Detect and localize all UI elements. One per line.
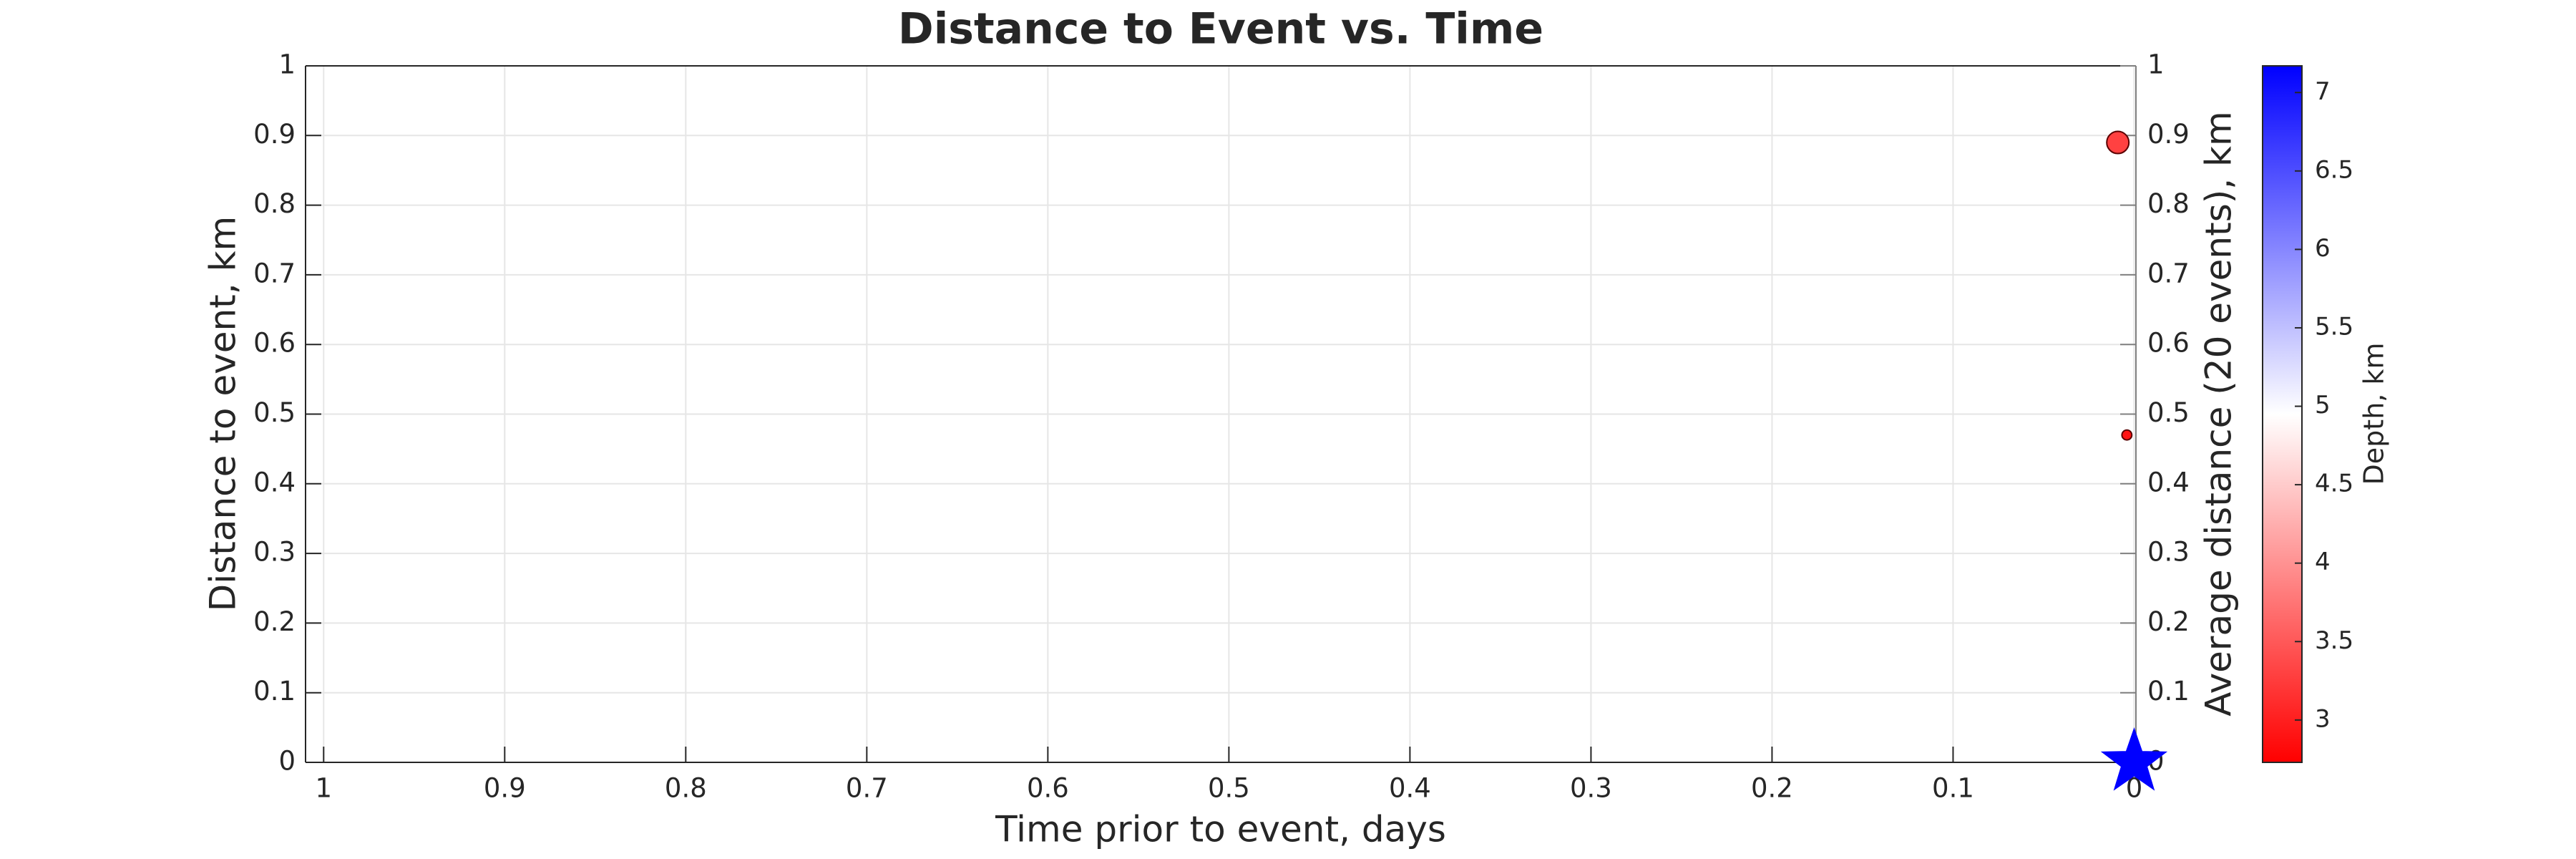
y-tick-label: 0.2 — [253, 606, 296, 637]
colorbar-label: Depth, km — [2358, 343, 2390, 485]
colorbar-tick-label: 6 — [2315, 234, 2331, 263]
star-marker — [2100, 727, 2168, 791]
x-tick-label: 1 — [316, 773, 333, 804]
x-tick-label: 0 — [2126, 773, 2143, 804]
x-tick-label: 0.3 — [1570, 773, 1612, 804]
colorbar-tick-label: 4 — [2315, 548, 2331, 576]
y2-tick-label: 0.2 — [2147, 606, 2190, 637]
colorbar-tick-label: 6.5 — [2315, 155, 2353, 184]
x-tick-label: 0.5 — [1208, 773, 1250, 804]
colorbar — [2262, 65, 2303, 763]
scatter-point — [2106, 130, 2130, 155]
colorbar-tick-label: 5 — [2315, 391, 2331, 419]
x-tick-label: 0.6 — [1027, 773, 1069, 804]
x-tick-label: 0.4 — [1389, 773, 1431, 804]
colorbar-tick-label: 4.5 — [2315, 470, 2353, 498]
colorbar-tick-label: 3 — [2315, 704, 2331, 733]
y2-tick-label: 0.8 — [2147, 188, 2190, 219]
chart-title: Distance to Event vs. Time — [898, 4, 1543, 54]
x-tick-label: 0.2 — [1751, 773, 1793, 804]
y2-tick-label: 0.5 — [2147, 397, 2190, 428]
y-tick-label: 0.6 — [253, 328, 296, 359]
y-tick-label: 0.3 — [253, 537, 296, 568]
y2-tick-label: 0.4 — [2147, 467, 2190, 498]
x-tick-label: 0.1 — [1932, 773, 1974, 804]
x-tick-label: 0.7 — [846, 773, 888, 804]
y-tick-label: 0 — [278, 746, 296, 777]
y2-tick-label: 1 — [2147, 49, 2165, 80]
colorbar-tick-label: 5.5 — [2315, 312, 2353, 341]
y2-tick-label: 0.1 — [2147, 676, 2190, 707]
x-tick-label: 0.9 — [484, 773, 526, 804]
x-tick-label: 0.8 — [665, 773, 707, 804]
y2-tick-label: 0.6 — [2147, 328, 2190, 359]
y2-tick-label: 0.9 — [2147, 119, 2190, 150]
x-axis-label: Time prior to event, days — [995, 809, 1446, 850]
y2-tick-label: 0.7 — [2147, 258, 2190, 288]
y-tick-label: 0.4 — [253, 467, 296, 498]
colorbar-tick-label: 3.5 — [2315, 626, 2353, 655]
y-tick-label: 0.1 — [253, 676, 296, 707]
y-tick-label: 0.9 — [253, 119, 296, 150]
y2-tick-label: 0.3 — [2147, 537, 2190, 568]
y2-axis-label: Average distance (20 events), km — [2198, 111, 2240, 716]
y-tick-label: 1 — [278, 49, 296, 80]
y-axis-label: Distance to event, km — [203, 216, 244, 611]
scatter-point — [2121, 429, 2133, 441]
y-tick-label: 0.7 — [253, 258, 296, 288]
y-tick-label: 0.8 — [253, 188, 296, 219]
colorbar-tick-label: 7 — [2315, 77, 2331, 106]
y-tick-label: 0.5 — [253, 397, 296, 428]
